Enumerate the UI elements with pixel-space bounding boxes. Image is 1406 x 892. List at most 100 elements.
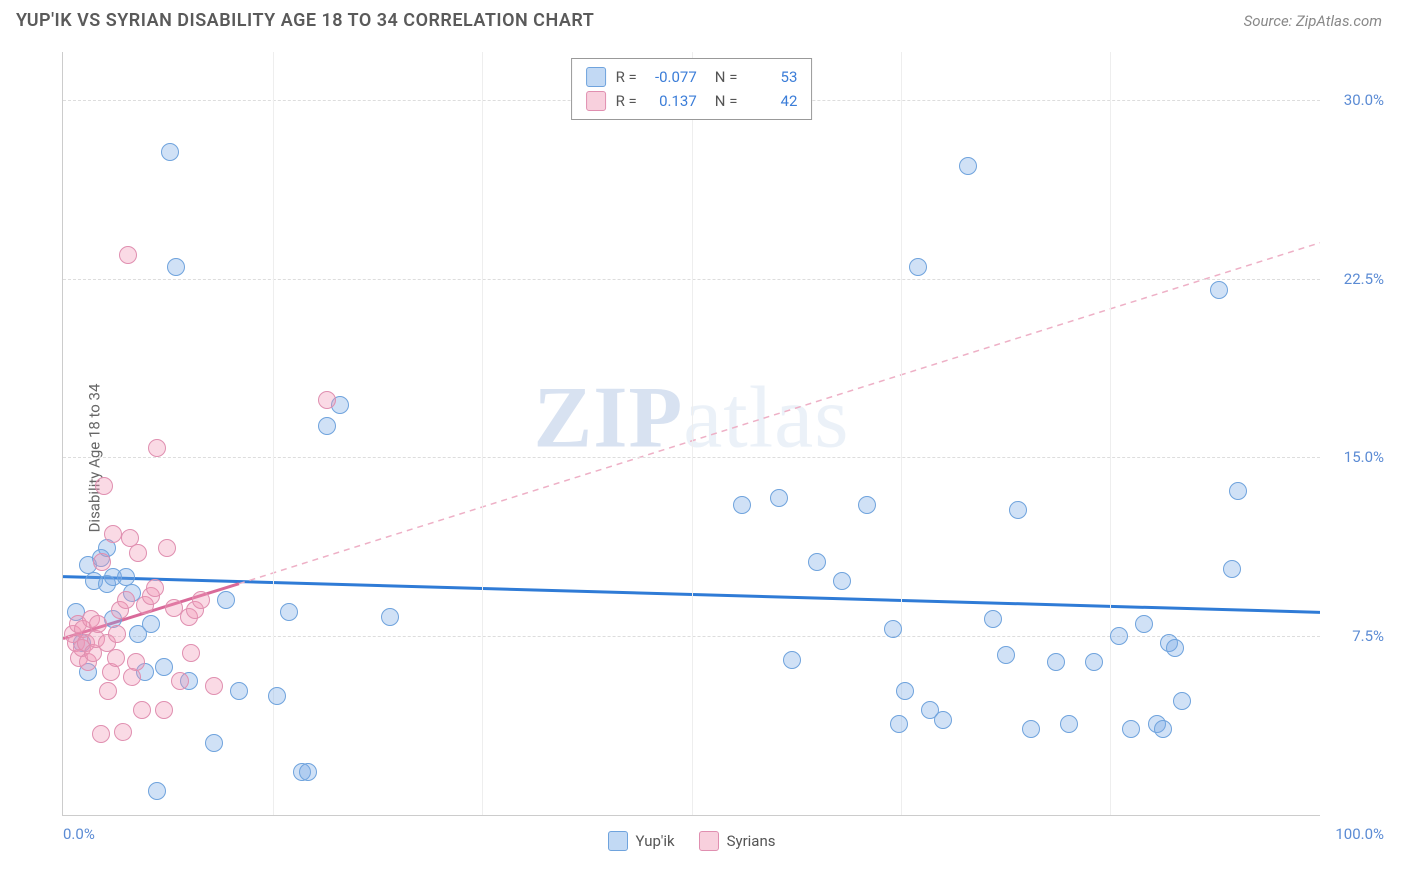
legend-swatch — [586, 91, 606, 111]
data-point — [171, 672, 189, 690]
data-point — [318, 417, 336, 435]
data-point — [1173, 692, 1191, 710]
gridline-v — [1110, 52, 1111, 815]
n-value: 53 — [747, 65, 797, 89]
y-tick-label: 7.5% — [1352, 627, 1384, 645]
data-point — [107, 649, 125, 667]
data-point — [1060, 715, 1078, 733]
data-point — [1009, 501, 1027, 519]
data-point — [833, 572, 851, 590]
y-tick-label: 22.5% — [1344, 270, 1384, 288]
data-point — [318, 391, 336, 409]
data-point — [167, 258, 185, 276]
series-legend: Yup'ik Syrians — [608, 831, 776, 851]
data-point — [808, 553, 826, 571]
data-point — [909, 258, 927, 276]
data-point — [129, 544, 147, 562]
source-attribution: Source: ZipAtlas.com — [1244, 12, 1382, 30]
legend-swatch — [586, 67, 606, 87]
data-point — [1047, 653, 1065, 671]
data-point — [95, 477, 113, 495]
data-point — [99, 682, 117, 700]
correlation-legend-row: R = 0.137 N = 42 — [586, 89, 798, 113]
source-prefix: Source: — [1244, 12, 1296, 30]
data-point — [127, 653, 145, 671]
data-point — [205, 677, 223, 695]
data-point — [934, 711, 952, 729]
series-legend-item: Syrians — [699, 831, 776, 851]
data-point — [192, 591, 210, 609]
data-point — [858, 496, 876, 514]
data-point — [959, 157, 977, 175]
data-point — [890, 715, 908, 733]
x-tick-label: 100.0% — [1335, 825, 1384, 843]
data-point — [155, 658, 173, 676]
data-point — [161, 143, 179, 161]
data-point — [146, 579, 164, 597]
chart-container: Disability Age 18 to 34 ZIPatlas R =-0.0… — [16, 44, 1390, 872]
watermark-rest: atlas — [683, 370, 849, 467]
data-point — [280, 603, 298, 621]
data-point — [1223, 560, 1241, 578]
data-point — [148, 439, 166, 457]
data-point — [148, 782, 166, 800]
data-point — [783, 651, 801, 669]
data-point — [381, 608, 399, 626]
series-legend-label: Syrians — [727, 832, 776, 850]
data-point — [1110, 627, 1128, 645]
data-point — [230, 682, 248, 700]
watermark-bold: ZIP — [534, 370, 684, 467]
data-point — [158, 539, 176, 557]
data-point — [92, 725, 110, 743]
data-point — [733, 496, 751, 514]
r-label: R = — [616, 65, 637, 89]
series-legend-label: Yup'ik — [636, 832, 675, 850]
n-label: N = — [715, 89, 738, 113]
data-point — [93, 553, 111, 571]
series-legend-item: Yup'ik — [608, 831, 675, 851]
data-point — [117, 568, 135, 586]
legend-swatch — [699, 831, 719, 851]
gridline-v — [901, 52, 902, 815]
chart-title: YUP'IK VS SYRIAN DISABILITY AGE 18 TO 34… — [16, 10, 594, 31]
data-point — [133, 701, 151, 719]
data-point — [1022, 720, 1040, 738]
legend-swatch — [608, 831, 628, 851]
data-point — [114, 723, 132, 741]
r-value: 0.137 — [647, 89, 697, 113]
data-point — [884, 620, 902, 638]
data-point — [896, 682, 914, 700]
y-tick-label: 30.0% — [1344, 91, 1384, 109]
data-point — [1154, 720, 1172, 738]
data-point — [104, 525, 122, 543]
data-point — [1229, 482, 1247, 500]
data-point — [1210, 281, 1228, 299]
data-point — [155, 701, 173, 719]
x-tick-label: 0.0% — [63, 825, 95, 843]
correlation-legend: R = -0.077 N = 53 R = 0.137 N = 42 — [571, 58, 813, 120]
data-point — [299, 763, 317, 781]
r-label: R = — [616, 89, 637, 113]
n-value: 42 — [747, 89, 797, 113]
data-point — [268, 687, 286, 705]
data-point — [217, 591, 235, 609]
data-point — [984, 610, 1002, 628]
r-value: -0.077 — [647, 65, 697, 89]
data-point — [89, 615, 107, 633]
data-point — [1085, 653, 1103, 671]
n-label: N = — [715, 65, 738, 89]
data-point — [117, 591, 135, 609]
gridline-v — [692, 52, 693, 815]
data-point — [1122, 720, 1140, 738]
chart-header: YUP'IK VS SYRIAN DISABILITY AGE 18 TO 34… — [0, 0, 1406, 39]
data-point — [1166, 639, 1184, 657]
gridline-v — [482, 52, 483, 815]
data-point — [119, 246, 137, 264]
data-point — [205, 734, 223, 752]
data-point — [182, 644, 200, 662]
data-point — [770, 489, 788, 507]
plot-area: ZIPatlas R =-0.077N =53R =0.137N =42 Yup… — [62, 52, 1320, 816]
y-tick-label: 15.0% — [1344, 448, 1384, 466]
correlation-legend-row: R = -0.077 N = 53 — [586, 65, 798, 89]
data-point — [1135, 615, 1153, 633]
